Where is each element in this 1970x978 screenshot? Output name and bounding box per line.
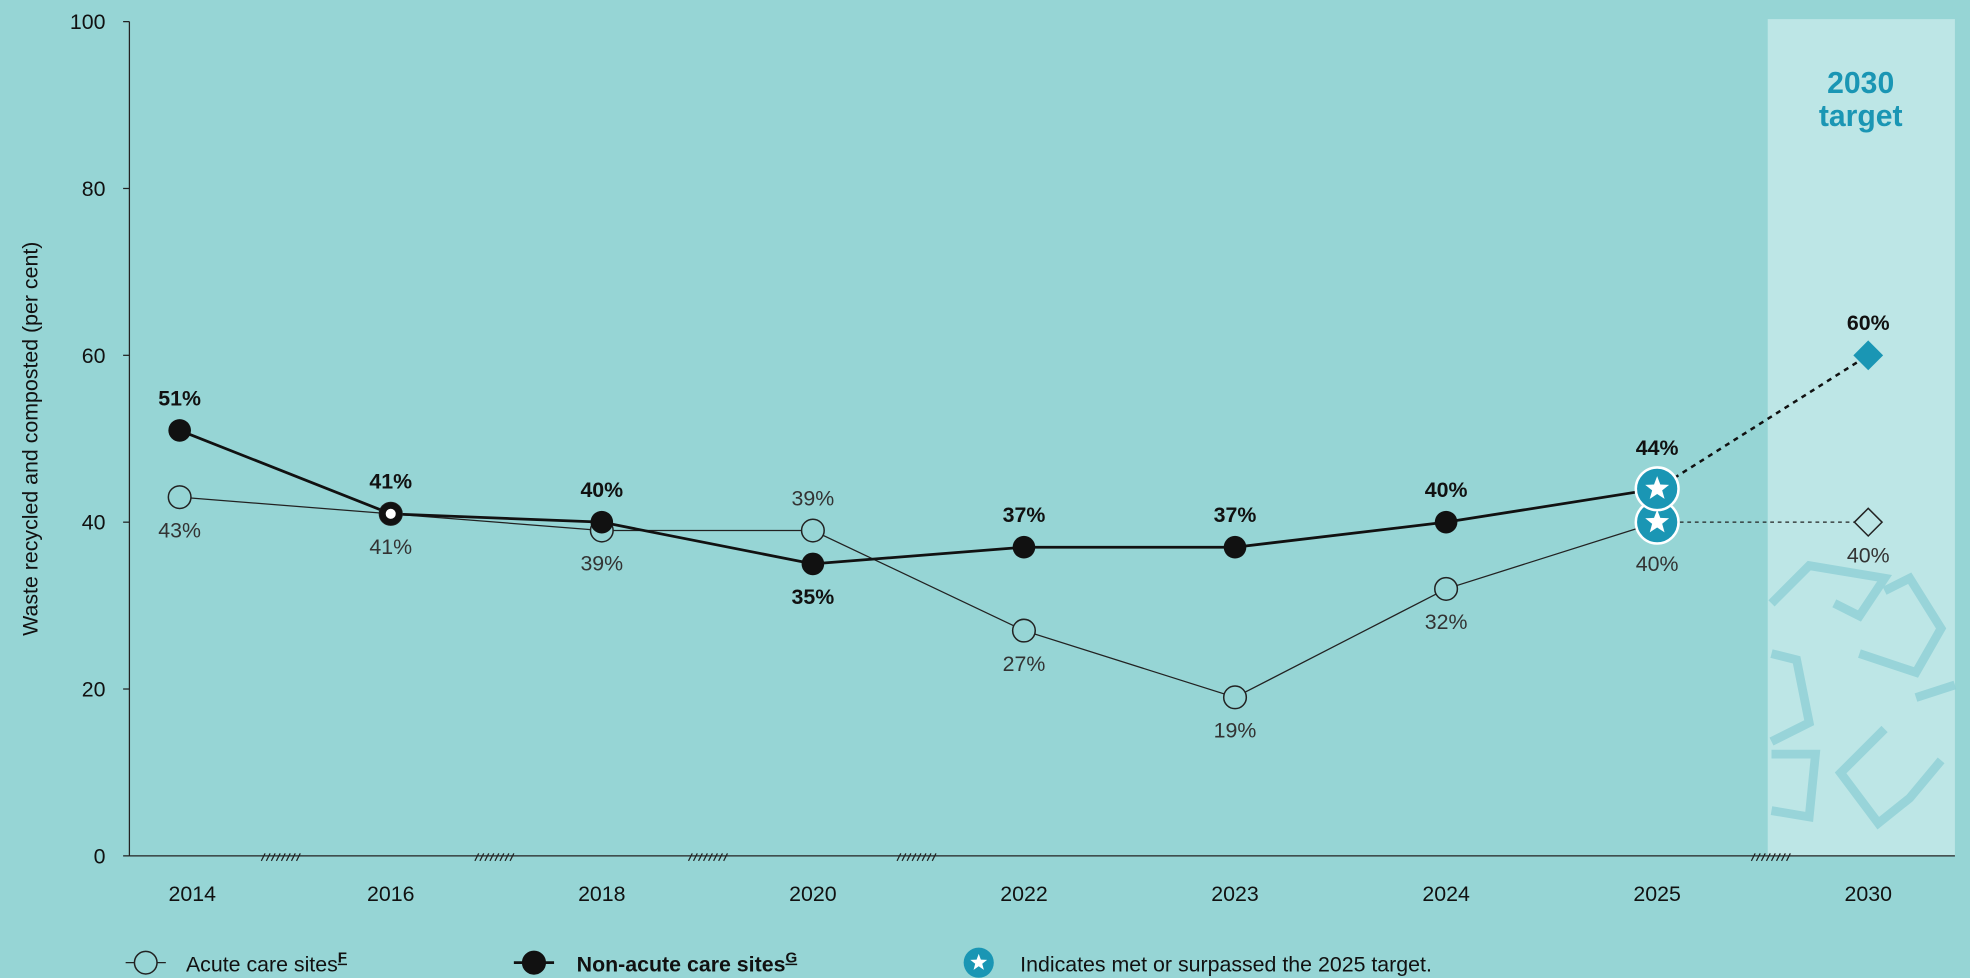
x-tick-label: 2023 [1211,882,1258,906]
data-label: 40% [1847,543,1890,567]
data-label: 39% [792,486,835,510]
star-icon [1645,476,1670,499]
x-tick-label: 2030 [1844,882,1892,906]
point [800,518,825,543]
legend-star-note: Indicates met or surpassed the 2025 targ… [1020,952,1432,976]
data-label: 60% [1847,311,1890,335]
x-tick-label: 2025 [1633,882,1680,906]
y-tick-label: 100 [70,10,106,34]
point [1434,576,1459,601]
data-label: 37% [1214,503,1257,527]
y-axis-label: Waste recycled and composted (per cent) [19,242,43,636]
legend-footnote: G [785,950,797,967]
legend-marker [521,950,547,975]
data-label: 32% [1425,610,1468,634]
point [1222,685,1248,710]
legend-name: Non-acute care sites [577,952,786,976]
point-overlap [385,508,396,519]
x-tick-label: 2014 [168,882,216,906]
legend-star-icon [970,953,988,970]
legend-footnote: F [338,950,347,967]
target-label-line: target [1819,100,1903,133]
data-label: 43% [158,518,201,542]
y-tick-label: 0 [94,844,106,868]
recycle-icon [1768,560,1957,830]
point [590,510,614,534]
target-marker [1853,507,1884,538]
star-icon [1645,509,1670,533]
point [801,552,825,576]
data-label: 19% [1214,719,1257,743]
point [1012,535,1036,559]
x-tick-label: 2024 [1422,882,1470,906]
y-tick-label: 80 [82,177,106,201]
target-marker [1853,340,1884,371]
point [1223,535,1247,559]
data-label: 40% [1425,478,1468,502]
data-label: 27% [1003,652,1046,676]
point [1434,510,1458,534]
axis-break [260,853,1791,862]
target-label-line: 2030 [1827,67,1894,100]
target-label: 2030 target [1819,67,1903,133]
point [167,485,192,510]
point [168,419,191,442]
legend-label: Non-acute care sitesG [577,950,798,977]
x-tick-label: 2022 [1000,882,1047,906]
legend-label: Acute care sitesF [186,950,347,977]
x-tick-label: 2020 [789,882,837,906]
legend-name: Acute care sites [186,952,338,976]
y-tick-label: 40 [82,511,106,535]
point [1011,618,1037,643]
x-tick-label: 2016 [367,882,414,906]
data-label: 41% [369,470,412,494]
data-label: 40% [580,478,623,502]
data-label: 35% [792,585,835,609]
data-label: 41% [369,535,412,559]
data-label: 39% [580,552,623,576]
data-label: 44% [1636,436,1679,460]
data-label: 37% [1003,503,1046,527]
y-tick-label: 60 [82,344,106,368]
target-line [1656,354,1869,490]
series-line [179,496,1658,699]
y-tick-label: 20 [82,678,106,702]
data-label: 51% [158,386,201,410]
data-label: 40% [1636,552,1679,576]
target-band [1767,19,1955,856]
x-tick-label: 2018 [578,882,625,906]
series-line [179,429,1658,566]
legend-marker [133,950,158,975]
